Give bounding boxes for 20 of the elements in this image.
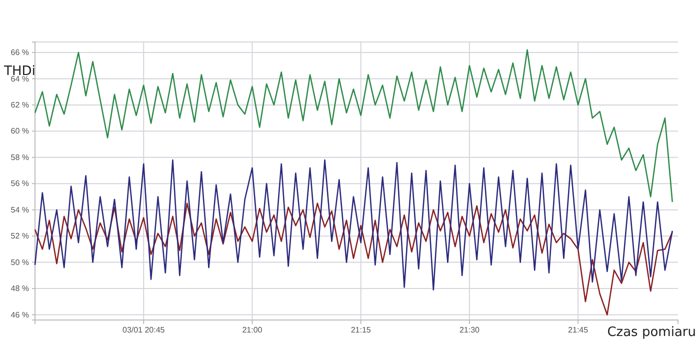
y-tick-label: 52 % <box>10 232 29 241</box>
line-series <box>34 202 673 316</box>
x-tick-label: 21:15 <box>350 326 372 335</box>
line-series <box>34 49 673 203</box>
y-tick-label: 48 % <box>10 284 29 294</box>
x-tick-label: 03/01 20:45 <box>122 326 166 335</box>
y-tick-label: 46 % <box>10 310 29 320</box>
y-tick-label: 58 % <box>10 152 29 162</box>
x-tick-label: 21:30 <box>459 326 480 335</box>
y-tick-label: 62 % <box>10 100 29 110</box>
y-tick-label: 54 % <box>10 205 29 214</box>
x-axis-title: Czas pomiaru <box>607 325 696 340</box>
x-tick-label: 21:45 <box>568 326 589 335</box>
y-tick-label: 60 % <box>10 126 29 136</box>
x-tick-label: 21:00 <box>242 326 263 335</box>
y-tick-label: 64 % <box>10 74 29 84</box>
y-tick-label: 56 % <box>10 179 29 188</box>
line-series <box>34 159 673 290</box>
y-tick-label: 66 % <box>10 48 29 58</box>
y-tick-label: 50 % <box>10 258 29 267</box>
